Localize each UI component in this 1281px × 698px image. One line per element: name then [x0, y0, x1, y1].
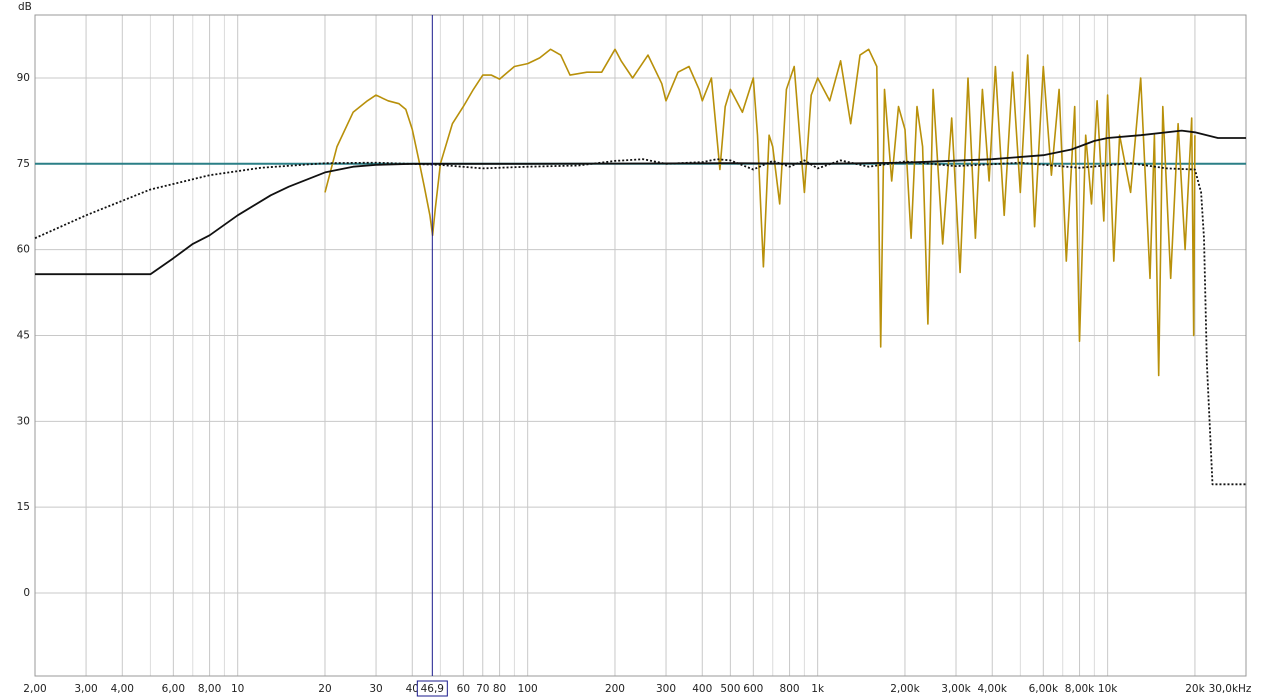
x-tick-label: 10k [1098, 683, 1118, 695]
x-tick-label: 80 [493, 683, 506, 695]
x-tick-label: 2,00k [890, 683, 920, 695]
x-tick-label: 100 [518, 683, 538, 695]
x-tick-label: 10 [231, 683, 244, 695]
y-tick-label: 75 [17, 158, 30, 170]
series-line [35, 129, 1246, 276]
x-tick-label: 3,00k [941, 683, 971, 695]
x-tick-label: 8,00k [1065, 683, 1095, 695]
x-tick-label: 4,00k [978, 683, 1008, 695]
x-tick-label: 200 [605, 683, 625, 695]
y-tick-label: 15 [17, 501, 30, 513]
x-tick-label: 6,00 [162, 683, 185, 695]
x-tick-label: 6,00k [1029, 683, 1059, 695]
x-tick-label: 20 [318, 683, 331, 695]
y-tick-label: 0 [23, 587, 30, 599]
y-tick-label: 90 [17, 72, 30, 84]
x-tick-label: 400 [692, 683, 712, 695]
plot-frame [34, 14, 1247, 677]
x-tick-label: 600 [743, 683, 763, 695]
x-tick-label: 60 [457, 683, 470, 695]
x-tick-label: 30 [369, 683, 382, 695]
x-tick-label: 500 [720, 683, 740, 695]
y-tick-label: 30 [17, 415, 30, 427]
x-tick-label: 1k [811, 683, 825, 695]
cursor-label: 46,9 [421, 683, 444, 695]
x-tick-label: 4,00 [111, 683, 134, 695]
series-line [324, 48, 1196, 377]
y-axis-label: dB [18, 1, 32, 13]
y-tick-label: 45 [17, 329, 30, 341]
x-tick-label: 30,0kHz [1209, 683, 1252, 695]
x-tick-label: 3,00 [74, 683, 97, 695]
x-tick-label: 800 [780, 683, 800, 695]
cursor-label-box [416, 680, 448, 697]
x-tick-label: 70 [476, 683, 489, 695]
x-tick-label: 2,00 [23, 683, 46, 695]
x-tick-label: 20k [1185, 683, 1205, 695]
series-line [34, 158, 1246, 486]
y-tick-label: 60 [17, 244, 30, 256]
x-tick-label: 40 [406, 683, 419, 695]
x-tick-label: 8,00 [198, 683, 221, 695]
x-tick-label: 300 [656, 683, 676, 695]
